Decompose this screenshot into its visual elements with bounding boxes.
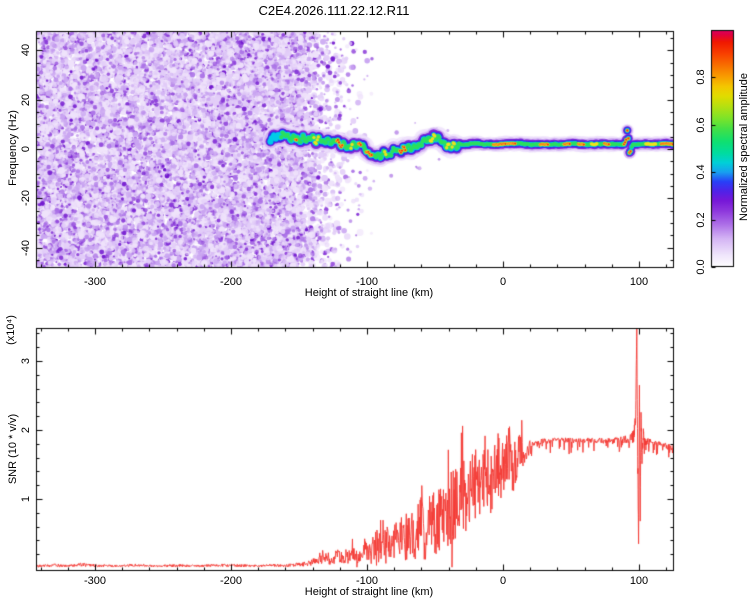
spectrogram-x-axis-title: Height of straight line (km) [304, 287, 434, 299]
snr-x-axis-title: Height of straight line (km) [304, 586, 434, 598]
